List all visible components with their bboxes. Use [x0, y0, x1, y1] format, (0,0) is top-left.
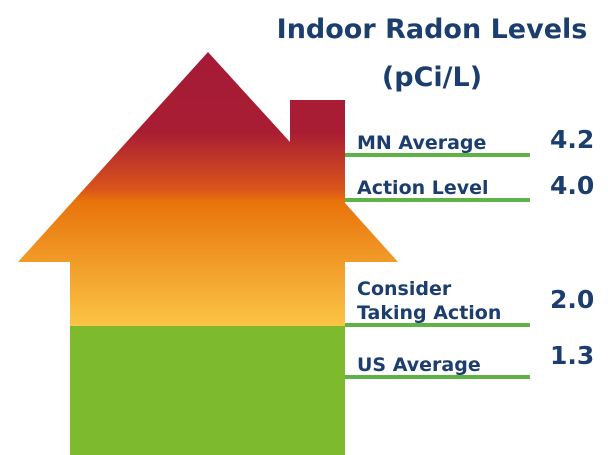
unit-text: (pCi/L) — [382, 62, 482, 93]
level-label: Action Level — [357, 177, 489, 199]
infographic: Indoor Radon Levels (pCi/L) MN Average 4.… — [0, 0, 608, 455]
title-text: Indoor Radon Levels — [277, 14, 588, 45]
level-label: MN Average — [357, 132, 486, 154]
title: Indoor Radon Levels (pCi/L) — [277, 14, 588, 93]
level-value: 2.0 — [550, 285, 594, 314]
level-value: 1.3 — [550, 341, 594, 370]
level-value: 4.2 — [550, 125, 594, 154]
level-value: 4.0 — [550, 171, 594, 200]
level-label: Consider — [357, 278, 452, 300]
house — [18, 52, 398, 455]
level-label: Taking Action — [357, 302, 501, 324]
level-label: US Average — [357, 354, 481, 376]
